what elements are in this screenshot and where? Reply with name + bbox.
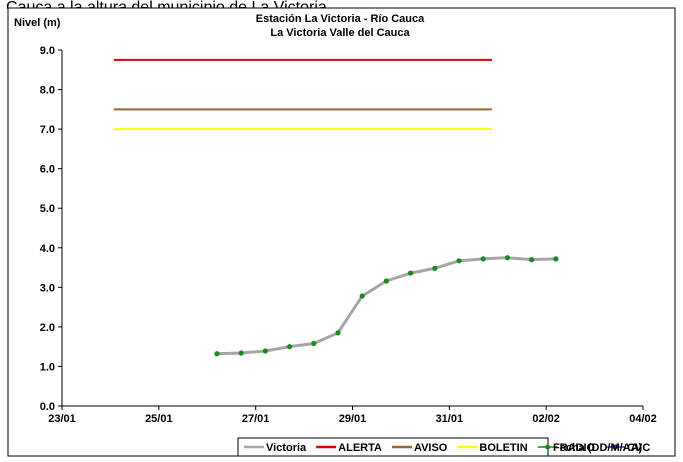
legend-label: AVISO	[414, 442, 448, 454]
y-axis-label: Nivel (m)	[14, 17, 61, 29]
legend-label: ALERTA	[338, 442, 382, 454]
x-tick-label: 23/01	[48, 413, 76, 425]
data-point	[504, 255, 511, 261]
data-point	[359, 293, 365, 299]
plot-area: 0.0 1.0 2.0 3.0 4.0 5.0 6.0 7.0 8.0 9.0 23/01 25/01…	[40, 45, 657, 425]
x-tick-label: 04/02	[629, 413, 657, 425]
x-tick-label: 27/01	[242, 413, 270, 425]
legend-label: BOLETIN	[479, 442, 527, 454]
x-tick-label: 25/01	[145, 413, 173, 425]
data-point	[408, 270, 414, 276]
data-point	[456, 258, 462, 264]
y-tick-label: 0.0	[40, 401, 55, 413]
chart-title: Estación La Victoria - Río Cauca	[256, 13, 425, 25]
legend-label: Victoria	[266, 442, 307, 454]
data-point	[286, 344, 293, 350]
x-tick-label: 02/02	[532, 413, 560, 425]
legend-marker	[545, 444, 551, 450]
y-tick-label: 3.0	[40, 282, 55, 294]
data-point	[529, 257, 535, 263]
x-tick-label: 31/01	[436, 413, 464, 425]
x-axis-label: Fecha (DD/M/AA)	[553, 442, 643, 454]
data-point	[335, 330, 341, 336]
legend-marker	[612, 444, 618, 450]
legend: Victoria ALERTA AVISO BOLETIN RADIO CVC	[244, 442, 650, 454]
data-point	[480, 256, 486, 262]
data-point	[214, 351, 220, 357]
y-tick-label: 6.0	[40, 164, 55, 176]
chart-frame	[7, 7, 676, 457]
data-point	[238, 350, 244, 356]
y-tick-label: 8.0	[40, 85, 55, 97]
data-point	[432, 265, 438, 271]
data-point	[262, 348, 268, 354]
y-tick-label: 2.0	[40, 322, 55, 334]
legend-label: CVC	[627, 442, 650, 454]
y-tick-label: 5.0	[40, 203, 55, 215]
y-tick-label: 7.0	[40, 124, 55, 136]
chart-subtitle: La Victoria Valle del Cauca	[270, 27, 410, 39]
y-tick-label: 1.0	[40, 361, 55, 373]
x-tick-label: 29/01	[339, 413, 367, 425]
y-tick-label: 9.0	[40, 45, 55, 57]
data-point	[311, 340, 317, 347]
data-point	[383, 278, 389, 284]
y-tick-label: 4.0	[40, 243, 55, 255]
data-point	[553, 256, 559, 262]
legend-label: RADIO	[560, 442, 596, 454]
